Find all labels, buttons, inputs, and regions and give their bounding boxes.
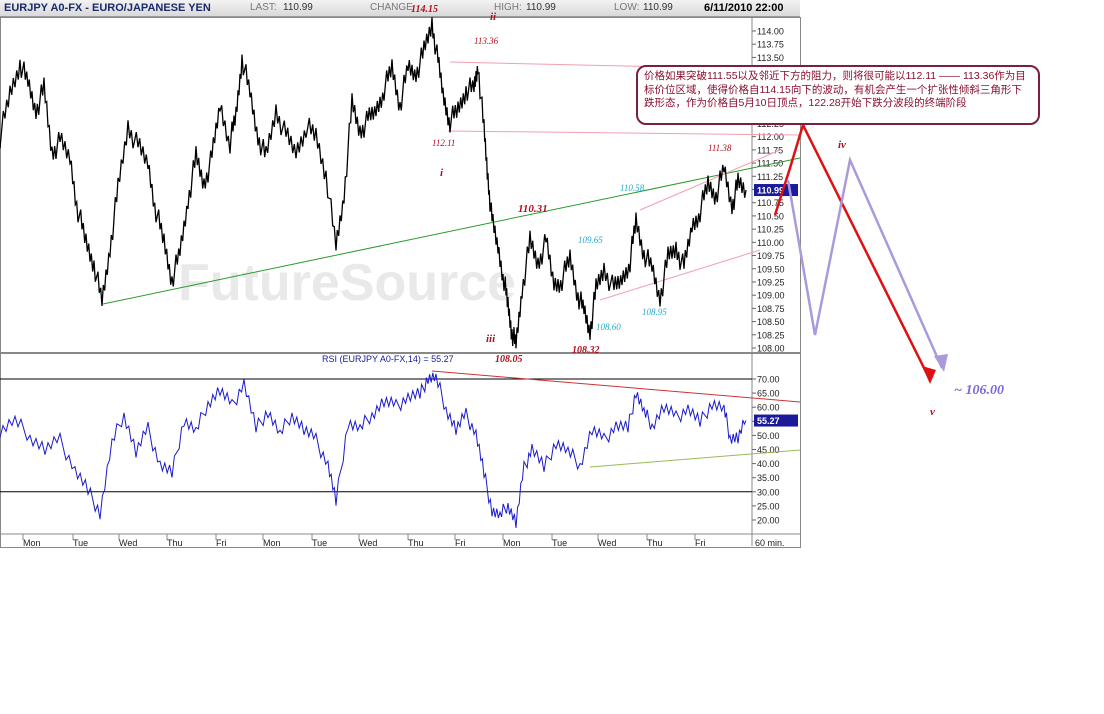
x-tick-label: Fri bbox=[695, 538, 706, 548]
rsi-value-label: 55.27 bbox=[757, 416, 780, 426]
x-tick-label: Thu bbox=[167, 538, 183, 548]
watermark-text: FutureSource bbox=[178, 254, 516, 312]
x-tick-label: Mon bbox=[263, 538, 281, 548]
price-y-tick-label: 108.25 bbox=[757, 330, 785, 340]
x-tick-label: Fri bbox=[216, 538, 227, 548]
low-value: 110.99 bbox=[643, 2, 673, 13]
price-y-tick-label: 111.75 bbox=[757, 145, 783, 155]
price-label-108-05: 108.05 bbox=[495, 354, 523, 365]
price-y-tick-label: 114.00 bbox=[757, 27, 784, 37]
x-tick-label: Tue bbox=[312, 538, 327, 548]
x-tick-label: Wed bbox=[119, 538, 137, 548]
price-y-tick-label: 109.50 bbox=[757, 264, 785, 274]
x-tick-label: Fri bbox=[455, 538, 466, 548]
price-y-tick-label: 110.75 bbox=[757, 198, 784, 208]
x-tick-label: Thu bbox=[647, 538, 663, 548]
price-y-tick-label: 112.00 bbox=[757, 132, 784, 142]
annotation-note: 价格如果突破111.55以及邻近下方的阻力，则将很可能以112.11 —— 11… bbox=[636, 65, 1040, 125]
x-tick-label: Wed bbox=[359, 538, 377, 548]
last-price-label: 110.99 bbox=[757, 186, 784, 196]
price-y-tick-label: 108.00 bbox=[757, 344, 785, 354]
projection-lavender-path bbox=[786, 155, 944, 369]
wave-label-iii: iii bbox=[486, 333, 496, 345]
price-y-tick-label: 111.25 bbox=[757, 172, 783, 182]
rsi-y-tick-label: 25.00 bbox=[757, 501, 780, 511]
price-label-111-38: 111.38 bbox=[708, 143, 732, 153]
price-y-tick-label: 109.25 bbox=[757, 277, 785, 287]
price-y-tick-label: 109.00 bbox=[757, 291, 785, 301]
high-label: HIGH: bbox=[494, 2, 522, 13]
channel-label-108-60: 108.60 bbox=[596, 322, 621, 332]
change-label: CHANGE bbox=[370, 2, 413, 13]
price-y-tick-label: 108.50 bbox=[757, 317, 785, 327]
timeframe-label: 60 min. bbox=[755, 538, 785, 548]
x-tick-label: Tue bbox=[73, 538, 88, 548]
price-label-110-31: 110.31 bbox=[518, 203, 548, 215]
last-price-badge bbox=[754, 184, 798, 197]
price-label-112-11: 112.11 bbox=[432, 138, 455, 148]
last-label: LAST: bbox=[250, 2, 277, 13]
rsi-y-tick-label: 50.00 bbox=[757, 431, 780, 441]
price-y-tick-label: 110.25 bbox=[757, 225, 784, 235]
channel-label-108-95: 108.95 bbox=[642, 307, 667, 317]
channel-lower bbox=[447, 130, 801, 136]
trendline-green bbox=[102, 157, 801, 305]
channel-label-109-65: 109.65 bbox=[578, 235, 603, 245]
symbol-title: EURJPY A0-FX - EURO/JAPANESE YEN bbox=[4, 2, 211, 14]
x-tick-label: Tue bbox=[552, 538, 567, 548]
high-value: 110.99 bbox=[526, 2, 556, 13]
price-label-114-15: 114.15 bbox=[411, 4, 438, 15]
rsi-y-tick-label: 20.00 bbox=[757, 516, 780, 526]
price-y-tick-label: 108.75 bbox=[757, 304, 785, 314]
rsi-support-line bbox=[589, 449, 801, 468]
rsi-y-tick-label: 65.00 bbox=[757, 389, 780, 399]
wave-label-iv: iv bbox=[838, 139, 846, 151]
rsi-y-tick-label: 30.00 bbox=[757, 487, 780, 497]
target-label-106: ~ 106.00 bbox=[954, 383, 1004, 398]
channel-label-110-58: 110.58 bbox=[620, 183, 645, 193]
x-tick-label: Mon bbox=[503, 538, 521, 548]
price-series-line bbox=[0, 17, 747, 349]
price-y-tick-label: 109.75 bbox=[757, 251, 785, 261]
price-y-tick-label: 110.50 bbox=[757, 211, 784, 221]
x-tick-label: Wed bbox=[598, 538, 616, 548]
price-y-tick-label: 113.50 bbox=[757, 53, 784, 63]
datetime: 6/11/2010 22:00 bbox=[704, 2, 784, 14]
channel-ascending-bottom bbox=[599, 249, 761, 301]
last-value: 110.99 bbox=[283, 2, 313, 13]
rsi-y-tick-label: 60.00 bbox=[757, 403, 780, 413]
channel-ascending-top bbox=[639, 149, 781, 211]
chart-header: EURJPY A0-FX - EURO/JAPANESE YEN LAST: 1… bbox=[0, 0, 800, 17]
rsi-panel-frame bbox=[0, 353, 801, 548]
rsi-title: RSI (EURJPY A0-FX,14) = 55.27 bbox=[322, 354, 454, 364]
rsi-y-tick-label: 45.00 bbox=[757, 445, 780, 455]
low-label: LOW: bbox=[614, 2, 640, 13]
price-y-tick-label: 111.50 bbox=[757, 159, 783, 169]
rsi-y-tick-label: 35.00 bbox=[757, 473, 780, 483]
wave-label-i: i bbox=[440, 167, 444, 179]
rsi-y-tick-label: 40.00 bbox=[757, 459, 780, 469]
rsi-series-line bbox=[0, 372, 747, 528]
price-label-108-32: 108.32 bbox=[572, 345, 600, 356]
wave-label-v: v bbox=[930, 406, 935, 418]
rsi-resistance-line bbox=[431, 370, 801, 403]
rsi-y-tick-label: 70.00 bbox=[757, 375, 780, 385]
projection-red-arrowhead bbox=[922, 366, 936, 384]
x-tick-label: Thu bbox=[408, 538, 424, 548]
projection-red-path bbox=[773, 121, 932, 381]
price-y-tick-label: 113.75 bbox=[757, 40, 784, 50]
price-label-113-36: 113.36 bbox=[474, 36, 499, 46]
wave-label-ii: ii bbox=[490, 11, 497, 23]
x-tick-label: Mon bbox=[23, 538, 41, 548]
projection-lavender-arrowhead bbox=[934, 354, 948, 372]
rsi-value-badge bbox=[754, 414, 798, 427]
price-y-tick-label: 110.00 bbox=[757, 238, 784, 248]
